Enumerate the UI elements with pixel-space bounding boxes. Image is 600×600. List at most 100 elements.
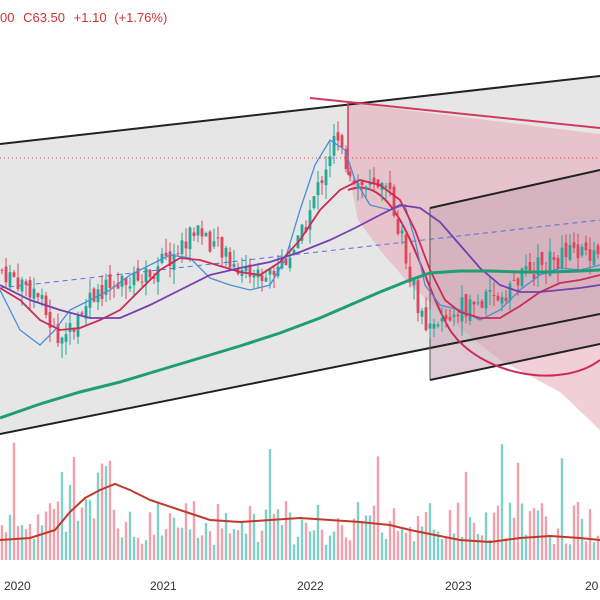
candle-body xyxy=(268,268,272,275)
candle-body xyxy=(164,252,168,257)
volume-bar xyxy=(576,501,580,560)
volume-bar xyxy=(236,530,240,560)
candle-body xyxy=(580,246,584,256)
volume-bar xyxy=(504,538,508,560)
volume-bar xyxy=(468,517,472,560)
candle-body xyxy=(24,281,28,285)
candle-body xyxy=(428,323,432,329)
candle-body xyxy=(68,323,72,333)
volume-bar xyxy=(388,520,392,560)
candle-body xyxy=(248,264,252,277)
volume-bar xyxy=(156,502,160,560)
candle-body xyxy=(468,299,472,321)
volume-bar xyxy=(0,525,4,560)
volume-bar xyxy=(280,524,284,560)
candle-body xyxy=(588,249,592,262)
candle-body xyxy=(516,278,520,286)
volume-bar xyxy=(108,460,112,560)
volume-bar xyxy=(276,509,280,560)
volume-bar xyxy=(492,512,496,560)
candle-body xyxy=(492,294,496,297)
volume-bar xyxy=(544,516,548,560)
volume-bar xyxy=(572,505,576,560)
volume-bar xyxy=(440,538,444,560)
volume-bar xyxy=(424,512,428,560)
arc-zone-outline xyxy=(347,186,600,377)
candle-body xyxy=(4,266,8,283)
volume-bar xyxy=(316,504,320,560)
candle-body xyxy=(572,242,576,248)
candle-body xyxy=(60,337,64,344)
candle-body xyxy=(432,323,436,329)
volume-bar xyxy=(80,507,84,560)
volume-bar xyxy=(32,538,36,560)
candle-body xyxy=(100,284,104,299)
volume-bar xyxy=(136,537,140,560)
candle-body xyxy=(128,286,132,289)
volume-bar xyxy=(380,532,384,560)
candle-body xyxy=(136,268,140,281)
volume-bar xyxy=(220,528,224,560)
volume-bar xyxy=(120,537,124,560)
candle-body xyxy=(520,268,524,287)
candle-body xyxy=(40,294,44,300)
volume-bar xyxy=(68,484,72,560)
candle-body xyxy=(228,252,232,268)
volume-bar xyxy=(132,536,136,560)
candle-body xyxy=(596,245,600,255)
volume-bar xyxy=(152,534,156,560)
candle-body xyxy=(148,269,152,278)
candle-body xyxy=(244,265,248,272)
candle-body xyxy=(404,234,408,264)
volume-bar xyxy=(192,501,196,560)
candle-body xyxy=(84,305,88,319)
volume-bar xyxy=(176,527,180,560)
volume-bar xyxy=(416,516,420,560)
volume-bar xyxy=(412,541,416,560)
candle-body xyxy=(372,177,376,185)
volume-bar xyxy=(128,511,132,560)
volume-bar xyxy=(28,523,32,560)
candle-body xyxy=(512,279,516,281)
candle-body xyxy=(476,302,480,304)
volume-bar xyxy=(268,449,272,560)
candle-body xyxy=(56,324,60,343)
candle-body xyxy=(320,180,324,184)
volume-bar xyxy=(588,508,592,560)
candle-body xyxy=(508,283,512,301)
candle-body xyxy=(280,258,284,269)
volume-bar xyxy=(240,521,244,560)
volume-bar xyxy=(564,543,568,560)
volume-bar xyxy=(540,503,544,560)
volume-bar xyxy=(12,442,16,560)
candle-body xyxy=(328,156,332,166)
candle-body xyxy=(376,179,380,188)
volume-bar xyxy=(252,513,256,560)
x-axis-label-2022: 2022 xyxy=(297,579,324,593)
candle-body xyxy=(260,275,264,282)
candle-body xyxy=(396,218,400,234)
volume-bar xyxy=(400,529,404,560)
x-axis-label-partial: 20 xyxy=(585,579,599,593)
volume-bar xyxy=(40,525,44,560)
candle-body xyxy=(32,288,36,299)
candle-body xyxy=(168,251,172,266)
candle-body xyxy=(348,171,352,177)
volume-bar xyxy=(216,503,220,560)
volume-bar xyxy=(336,518,340,560)
volume-bar xyxy=(308,531,312,560)
candle-body xyxy=(440,318,444,322)
volume-bar xyxy=(392,508,396,560)
candle-body xyxy=(204,232,208,237)
candle-body xyxy=(200,228,204,237)
volume-bar xyxy=(444,536,448,560)
candle-body xyxy=(540,251,544,265)
volume-bar xyxy=(288,512,292,560)
candle-body xyxy=(332,135,336,156)
candle-body xyxy=(448,316,452,321)
volume-bar xyxy=(104,466,108,560)
volume-bar xyxy=(264,509,268,560)
candle-body xyxy=(220,237,224,258)
volume-bar xyxy=(300,519,304,560)
